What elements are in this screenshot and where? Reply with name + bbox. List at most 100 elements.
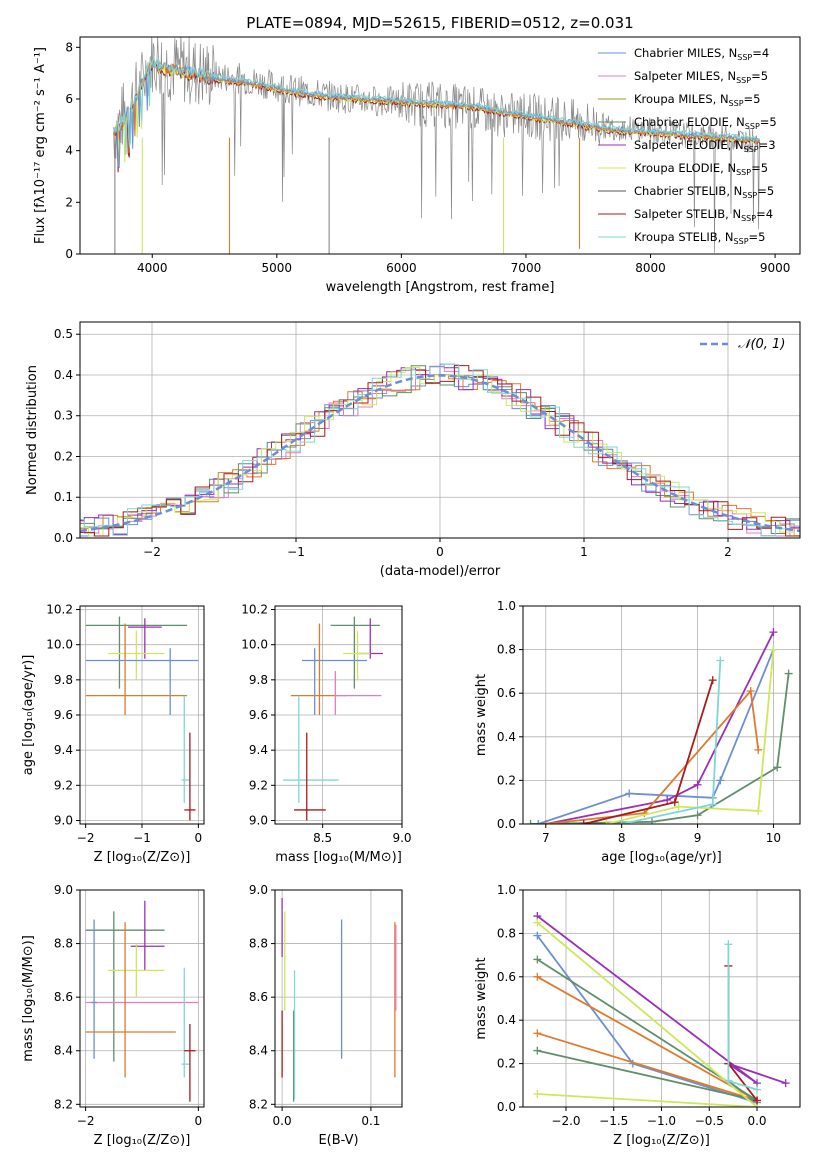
errorbar-group xyxy=(281,898,397,1102)
weight-marker xyxy=(753,1085,762,1094)
x-tick-label: 7 xyxy=(542,831,550,845)
weight-marker xyxy=(773,763,782,772)
y-tick-label: 9.0 xyxy=(249,883,268,897)
y-tick-label: 9.4 xyxy=(249,743,268,757)
x-tick-label: 6000 xyxy=(386,261,417,275)
x-tick-label: −1.0 xyxy=(647,1114,676,1128)
x-tick-label: 0.1 xyxy=(361,1114,380,1128)
x-tick-label: 2 xyxy=(724,545,732,559)
x-tick-label: −2 xyxy=(77,831,95,845)
weight-marker xyxy=(602,820,611,824)
y-tick-label: 0.2 xyxy=(497,773,516,787)
x-tick-label: 0.0 xyxy=(747,1114,766,1128)
legend-entry: Kroupa STELIB, NSSP=5 xyxy=(634,230,765,246)
weight-marker xyxy=(784,669,793,678)
x-axis-label: Z [log₁₀(Z/Z⊙)] xyxy=(94,1133,191,1148)
x-axis-label: wavelength [Angstrom, rest frame] xyxy=(326,280,555,295)
axes-layer xyxy=(76,36,801,1111)
weight-marker xyxy=(533,972,542,981)
weight-marker xyxy=(533,1029,542,1038)
x-tick-label: 9000 xyxy=(760,261,791,275)
weight-marker xyxy=(625,789,634,798)
y-axis-label: age [log₁₀(age/yr)] xyxy=(21,655,36,776)
x-axis-label: (data-model)/error xyxy=(380,564,501,579)
y-tick-label: 9.0 xyxy=(249,813,268,827)
y-tick-label: 1.0 xyxy=(497,883,516,897)
y-tick-label: 1.0 xyxy=(497,599,516,613)
weight-line xyxy=(536,976,758,1102)
x-tick-label: −2 xyxy=(77,1114,95,1128)
y-tick-label: 8.6 xyxy=(249,990,268,1004)
histogram-step xyxy=(80,365,800,537)
y-tick-label: 0.0 xyxy=(497,817,516,831)
y-tick-label: 0.4 xyxy=(54,368,73,382)
x-axis-label: Z [log₁₀(Z/Z⊙)] xyxy=(613,1133,710,1148)
weight-line xyxy=(606,649,775,824)
errorbar-group xyxy=(85,616,199,821)
weight-marker xyxy=(716,776,725,785)
y-axis-label: mass weight xyxy=(474,957,489,1039)
histogram-step xyxy=(80,367,800,537)
x-tick-label: 9 xyxy=(694,831,702,845)
y-tick-label: 10.0 xyxy=(46,638,73,652)
weight-marker xyxy=(769,645,778,654)
x-axis-label: age [log₁₀(age/yr)] xyxy=(601,850,722,865)
histogram-group xyxy=(80,363,800,537)
weight-marker xyxy=(708,676,717,685)
x-tick-label: 0 xyxy=(436,545,444,559)
y-tick-label: 0.1 xyxy=(54,490,73,504)
weight-marker xyxy=(746,687,755,696)
y-tick-label: 0.4 xyxy=(497,1013,516,1027)
y-tick-label: 0.8 xyxy=(497,926,516,940)
y-tick-label: 10.2 xyxy=(241,603,268,617)
x-tick-label: 9.0 xyxy=(392,831,411,845)
weight-line xyxy=(536,921,759,1107)
legend-entry: Salpeter ELODIE, NSSP=3 xyxy=(634,138,776,154)
y-tick-label: 0 xyxy=(65,247,73,261)
y-axis-label: Flux [fλ10⁻¹⁷ erg cm⁻² s⁻¹ A⁻¹] xyxy=(33,47,48,244)
y-axis-label: Normed distribution xyxy=(25,365,40,495)
y-tick-label: 9.2 xyxy=(249,778,268,792)
axes-frame xyxy=(274,889,403,1108)
weight-marker xyxy=(716,656,725,665)
errorbar-group xyxy=(85,900,199,1102)
weight-marker xyxy=(754,806,763,815)
weight-marker xyxy=(708,800,717,809)
grid-layer xyxy=(80,322,800,1108)
y-tick-label: 0.6 xyxy=(497,686,516,700)
errorbar-group xyxy=(282,616,383,821)
x-tick-label: 4000 xyxy=(137,261,168,275)
legend-entry: Chabrier STELIB, NSSP=5 xyxy=(634,184,774,200)
weight-marker xyxy=(753,1096,762,1105)
y-tick-label: 0.2 xyxy=(54,449,73,463)
axes-frame xyxy=(79,36,801,255)
model-spectrum-line xyxy=(113,55,760,155)
y-tick-label: 0.2 xyxy=(497,1057,516,1071)
weight-marker xyxy=(724,1076,733,1085)
x-tick-label: −0.5 xyxy=(695,1114,724,1128)
y-tick-label: 9.4 xyxy=(54,743,73,757)
weight-marker xyxy=(693,780,702,789)
x-axis-label: E(B-V) xyxy=(318,1133,358,1148)
spectrum-plot xyxy=(113,37,761,254)
weight-marker xyxy=(693,811,702,820)
y-tick-label: 9.6 xyxy=(54,708,73,722)
weight-marker xyxy=(579,820,588,824)
y-tick-label: 10.0 xyxy=(241,638,268,652)
x-tick-label: 8 xyxy=(618,831,626,845)
x-tick-label: 0 xyxy=(195,1114,203,1128)
x-tick-label: −2.0 xyxy=(551,1114,580,1128)
weight-marker xyxy=(533,918,542,927)
data-spectrum-line xyxy=(113,37,761,253)
y-tick-label: 0.8 xyxy=(497,643,516,657)
y-tick-label: 10.2 xyxy=(46,603,73,617)
weight-line xyxy=(536,935,758,1104)
weight-marker xyxy=(534,820,543,824)
histogram-step xyxy=(80,374,800,537)
x-tick-label: 1 xyxy=(580,545,588,559)
y-tick-label: 8.4 xyxy=(249,1044,268,1058)
y-tick-label: 9.8 xyxy=(249,673,268,687)
y-tick-label: 8.8 xyxy=(249,937,268,951)
weight-marker xyxy=(648,817,657,824)
weight-marker xyxy=(769,628,778,637)
